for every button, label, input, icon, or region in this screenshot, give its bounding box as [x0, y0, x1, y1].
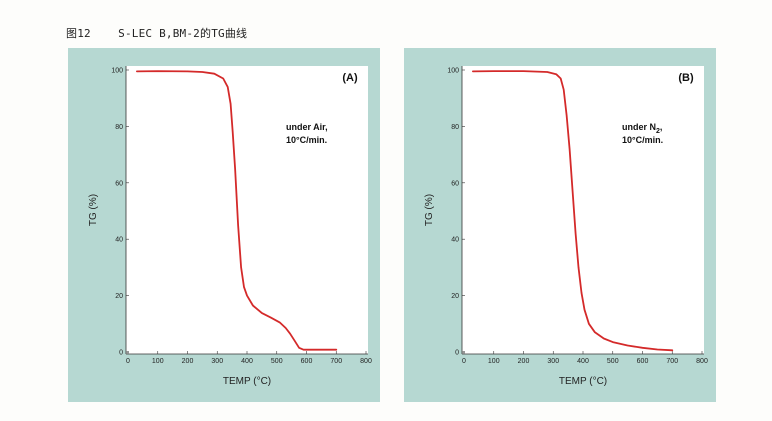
figure-title: 图12 S-LEC B,BM-2的TG曲线	[66, 27, 248, 40]
data-point	[230, 103, 232, 105]
data-point	[563, 89, 565, 91]
data-point	[472, 71, 474, 73]
data-point	[657, 349, 659, 351]
data-point	[136, 71, 138, 73]
data-point	[523, 70, 525, 72]
x-tick-label: 800	[696, 358, 708, 365]
plot-area	[126, 66, 368, 354]
x-tick-label: 200	[518, 358, 530, 365]
x-tick-label: 800	[360, 358, 372, 365]
x-axis-label: TEMP (°C)	[559, 376, 607, 387]
data-point	[237, 224, 239, 226]
x-tick-label: 700	[666, 358, 678, 365]
data-point	[569, 148, 571, 150]
data-point	[294, 340, 296, 342]
data-point	[213, 73, 215, 75]
chart-panel-b: 0 100 200 300 400 500 600 700 800 0 20 40 60 80 100 TEM…	[404, 48, 716, 402]
condition-annotation: under N2,	[622, 122, 662, 135]
y-tick-label: 100	[447, 68, 459, 75]
data-point	[279, 322, 281, 324]
data-point	[612, 341, 614, 343]
x-tick-label: 400	[577, 358, 589, 365]
data-point	[588, 323, 590, 325]
y-axis-label: TG (%)	[88, 194, 99, 226]
data-point	[572, 190, 574, 192]
x-tick-label: 0	[462, 358, 466, 365]
x-tick-label: 500	[271, 358, 283, 365]
y-tick-label: 40	[451, 237, 459, 244]
y-tick-label: 80	[115, 124, 123, 131]
rate-annotation: 10°C/min.	[622, 135, 663, 145]
data-point	[232, 131, 234, 133]
x-tick-label: 300	[547, 358, 559, 365]
x-tick-label: 100	[152, 358, 164, 365]
data-point	[252, 305, 254, 307]
data-point	[627, 345, 629, 347]
y-tick-label: 0	[119, 350, 123, 357]
x-tick-label: 200	[182, 358, 194, 365]
data-point	[493, 70, 495, 72]
data-point	[202, 71, 204, 73]
y-tick-label: 20	[115, 293, 123, 300]
x-tick-label: 400	[241, 358, 253, 365]
data-point	[671, 349, 673, 351]
data-point	[566, 114, 568, 116]
data-point	[261, 312, 263, 314]
y-tick-label: 0	[455, 350, 459, 357]
data-point	[642, 347, 644, 349]
data-point	[546, 71, 548, 73]
data-point	[227, 86, 229, 88]
x-axis-label: TEMP (°C)	[223, 376, 271, 387]
data-point	[285, 327, 287, 329]
data-point	[575, 233, 577, 235]
x-tick-label: 500	[607, 358, 619, 365]
y-tick-label: 40	[115, 237, 123, 244]
data-point	[270, 317, 272, 319]
y-axis-label: TG (%)	[424, 194, 435, 226]
data-point	[298, 347, 300, 349]
x-tick-label: 700	[330, 358, 342, 365]
data-point	[584, 309, 586, 311]
data-point	[187, 71, 189, 73]
panel-label: (B)	[678, 72, 694, 84]
data-point	[243, 286, 245, 288]
x-tick-label: 600	[301, 358, 313, 365]
data-point	[555, 73, 557, 75]
data-point	[321, 349, 323, 351]
data-point	[234, 168, 236, 170]
data-point	[246, 295, 248, 297]
data-point	[303, 349, 305, 351]
panel-label: (A)	[342, 72, 358, 84]
condition-annotation: under Air,	[286, 122, 328, 132]
y-tick-label: 20	[451, 293, 459, 300]
x-tick-label: 300	[211, 358, 223, 365]
y-tick-label: 80	[451, 124, 459, 131]
data-point	[603, 338, 605, 340]
x-tick-label: 0	[126, 358, 130, 365]
x-tick-label: 100	[488, 358, 500, 365]
data-point	[578, 267, 580, 269]
rate-annotation: 10°C/min.	[286, 135, 327, 145]
data-point	[594, 331, 596, 333]
tg-chart-b: 0 100 200 300 400 500 600 700 800 0 20 40 60 80 100 TEM…	[424, 66, 708, 387]
data-point	[289, 333, 291, 335]
data-point	[240, 267, 242, 269]
data-point	[222, 78, 224, 80]
chart-panel-a: 0 100 200 300 400 500 600 700 800 0 20 40 60 80 100 TEM…	[68, 48, 380, 402]
y-tick-label: 60	[451, 180, 459, 187]
tg-curve	[472, 70, 674, 352]
y-tick-label: 60	[115, 180, 123, 187]
data-point	[560, 78, 562, 80]
tg-chart-a: 0 100 200 300 400 500 600 700 800 0 20 40 60 80 100 TEM…	[88, 66, 372, 387]
data-point	[157, 70, 159, 72]
x-tick-label: 600	[637, 358, 649, 365]
tg-curve	[136, 70, 338, 351]
data-point	[335, 349, 337, 351]
y-tick-label: 100	[111, 68, 123, 75]
plot-area	[462, 66, 704, 354]
data-point	[581, 292, 583, 294]
